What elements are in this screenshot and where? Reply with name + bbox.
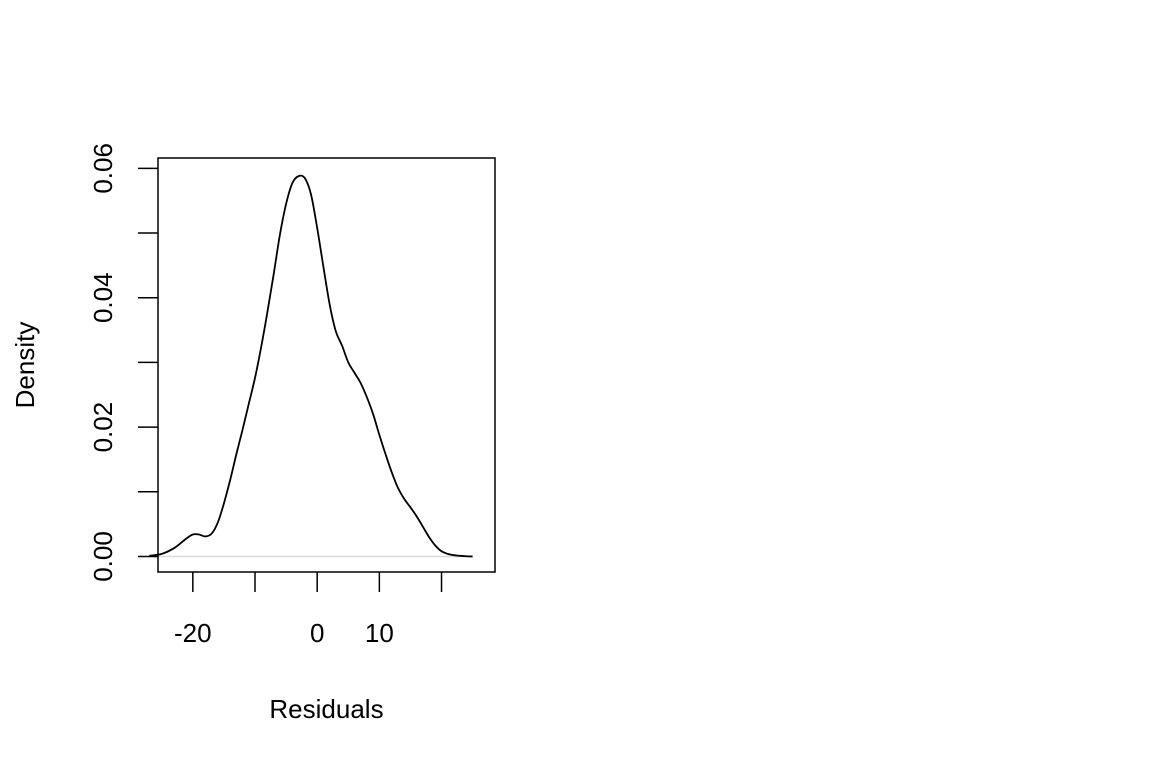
y-tick-label: 0.06 xyxy=(88,143,118,194)
density-curve xyxy=(149,174,473,558)
plot-frame xyxy=(157,157,496,573)
x-axis-title: Residuals xyxy=(269,694,383,724)
y-axis-title: Density xyxy=(10,322,40,409)
y-tick-label: 0.04 xyxy=(88,272,118,323)
x-tick-label: 10 xyxy=(365,618,394,648)
x-tick-label: 0 xyxy=(310,618,324,648)
y-tick-label: 0.02 xyxy=(88,402,118,453)
x-tick-label: -20 xyxy=(174,618,212,648)
y-tick-label: 0.00 xyxy=(88,531,118,582)
x-axis: -20 0 10 xyxy=(174,572,443,648)
y-axis: 0.00 0.02 0.04 0.06 xyxy=(88,143,158,582)
